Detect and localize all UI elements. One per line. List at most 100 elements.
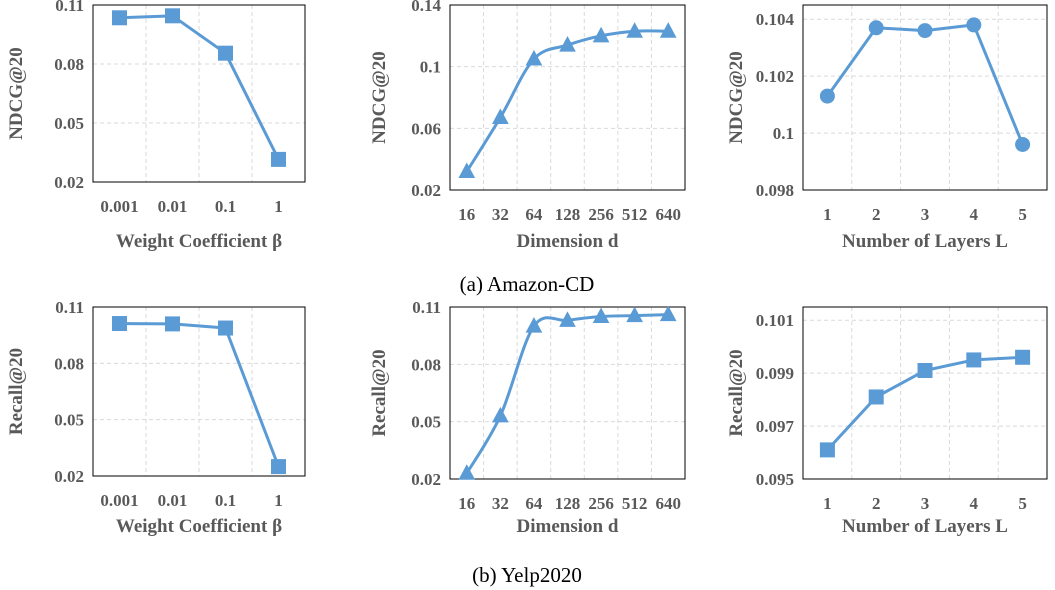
x-tick-label: 0.001 bbox=[100, 197, 138, 216]
x-tick-label: 0.1 bbox=[215, 491, 236, 510]
data-point-square bbox=[112, 316, 127, 332]
series-line bbox=[465, 313, 669, 475]
x-tick-label: 1 bbox=[823, 494, 832, 513]
data-point-triangle bbox=[559, 36, 576, 52]
x-tick-label: 5 bbox=[1018, 205, 1027, 224]
plot-frame bbox=[449, 4, 686, 191]
chart-panel-2: 0.02 0.06 0.1 0.14 16 32 64 128 256 512 640 Dimensi… bbox=[369, 0, 686, 252]
y-axis-label: NDCG@20 bbox=[369, 51, 390, 144]
x-tick-label: 256 bbox=[588, 205, 614, 224]
data-point-square bbox=[218, 45, 233, 61]
chart-panel-6: 0.095 0.097 0.099 0.101 1 2 3 4 5 Number of Layer… bbox=[726, 306, 1048, 537]
data-point-circle bbox=[819, 88, 835, 104]
x-tick-label: 0.1 bbox=[215, 197, 236, 216]
data-point-square bbox=[271, 151, 286, 167]
x-tick-label: 128 bbox=[555, 205, 581, 224]
data-point-triangle bbox=[659, 305, 677, 322]
data-point-triangle bbox=[659, 22, 677, 38]
x-tick-label: 3 bbox=[921, 494, 930, 513]
y-tick-label: 0.1 bbox=[773, 124, 794, 143]
y-tick-label: 0.08 bbox=[54, 55, 84, 74]
data-point-triangle bbox=[626, 22, 643, 38]
y-axis-label: Recall@20 bbox=[369, 349, 390, 436]
y-tick-label: 0.095 bbox=[756, 470, 794, 489]
x-tick-label: 2 bbox=[872, 494, 881, 513]
series-line bbox=[119, 14, 280, 161]
data-point-circle bbox=[868, 20, 884, 36]
y-axis-label: Recall@20 bbox=[726, 349, 747, 436]
data-point-square bbox=[165, 8, 180, 24]
y-tick-label: 0.11 bbox=[55, 0, 84, 15]
x-tick-label: 0.01 bbox=[158, 197, 188, 216]
x-tick-label: 128 bbox=[555, 494, 581, 513]
y-tick-label: 0.05 bbox=[411, 413, 441, 432]
x-tick-label: 640 bbox=[655, 205, 681, 224]
x-axis-label: Number of Layers L bbox=[842, 516, 1008, 537]
x-tick-label: 32 bbox=[492, 205, 509, 224]
y-tick-label: 0.102 bbox=[756, 67, 794, 86]
data-point-triangle bbox=[592, 26, 610, 43]
data-point-square bbox=[1015, 349, 1031, 365]
x-tick-label: 64 bbox=[525, 205, 543, 224]
data-point-square bbox=[917, 363, 933, 379]
x-tick-label: 640 bbox=[655, 494, 681, 513]
x-axis-label: Weight Coefficient β bbox=[116, 231, 282, 252]
series-line bbox=[119, 322, 280, 468]
x-tick-label: 16 bbox=[458, 205, 475, 224]
plot-frame bbox=[802, 306, 1048, 480]
y-tick-label: 0.101 bbox=[756, 311, 794, 330]
plot-frame bbox=[802, 4, 1048, 191]
y-tick-label: 0.098 bbox=[756, 181, 794, 200]
x-tick-label: 0.001 bbox=[100, 491, 138, 510]
data-point-square bbox=[271, 459, 286, 475]
plot-frame bbox=[92, 4, 306, 183]
plot-frame bbox=[92, 306, 306, 477]
y-tick-label: 0.099 bbox=[756, 364, 794, 383]
data-point-triangle bbox=[592, 307, 610, 324]
y-tick-label: 0.02 bbox=[54, 173, 84, 192]
data-point-square bbox=[868, 389, 884, 405]
x-tick-label: 0.01 bbox=[158, 491, 188, 510]
x-tick-label: 3 bbox=[921, 205, 930, 224]
data-point-circle bbox=[1015, 136, 1031, 152]
data-point-triangle bbox=[525, 49, 543, 66]
x-tick-label: 1 bbox=[274, 491, 283, 510]
data-point-square bbox=[165, 316, 180, 332]
data-point-triangle bbox=[492, 108, 509, 125]
x-tick-label: 1 bbox=[274, 197, 283, 216]
x-tick-label: 2 bbox=[872, 205, 881, 224]
x-axis-label: Dimension d bbox=[517, 516, 619, 537]
data-point-triangle bbox=[626, 306, 643, 323]
x-tick-label: 512 bbox=[622, 494, 648, 513]
y-tick-label: 0.11 bbox=[55, 298, 84, 317]
x-tick-label: 1 bbox=[823, 205, 832, 224]
series-line bbox=[465, 29, 669, 173]
x-axis-label: Weight Coefficient β bbox=[116, 516, 282, 537]
x-tick-label: 64 bbox=[525, 494, 543, 513]
chart-panel-5: 0.02 0.05 0.08 0.11 16 32 64 128 256 512 640 Dimens… bbox=[369, 298, 686, 537]
y-tick-label: 0.02 bbox=[411, 181, 441, 200]
y-tick-label: 0.06 bbox=[411, 119, 441, 138]
x-tick-label: 32 bbox=[492, 494, 509, 513]
y-tick-label: 0.05 bbox=[54, 114, 84, 133]
y-tick-label: 0.02 bbox=[54, 467, 84, 486]
y-tick-label: 0.097 bbox=[756, 417, 795, 436]
y-tick-label: 0.08 bbox=[54, 354, 84, 373]
data-point-circle bbox=[966, 17, 982, 33]
y-tick-label: 0.02 bbox=[411, 470, 441, 489]
caption-yelp2020: (b) Yelp2020 bbox=[472, 563, 582, 587]
x-tick-label: 512 bbox=[622, 205, 648, 224]
data-point-circle bbox=[917, 23, 933, 39]
y-tick-label: 0.11 bbox=[412, 298, 441, 317]
caption-amazon-cd: (a) Amazon-CD bbox=[460, 272, 595, 296]
x-tick-label: 5 bbox=[1018, 494, 1027, 513]
data-point-triangle bbox=[525, 317, 543, 333]
data-point-triangle bbox=[492, 406, 509, 423]
data-point-triangle bbox=[559, 311, 576, 327]
data-point-square bbox=[819, 442, 835, 458]
data-point-triangle bbox=[458, 464, 476, 480]
chart-panel-3: 0.098 0.1 0.102 0.104 1 2 3 4 5 Number of Layers … bbox=[726, 4, 1048, 252]
y-axis-label: NDCG@20 bbox=[726, 51, 747, 144]
